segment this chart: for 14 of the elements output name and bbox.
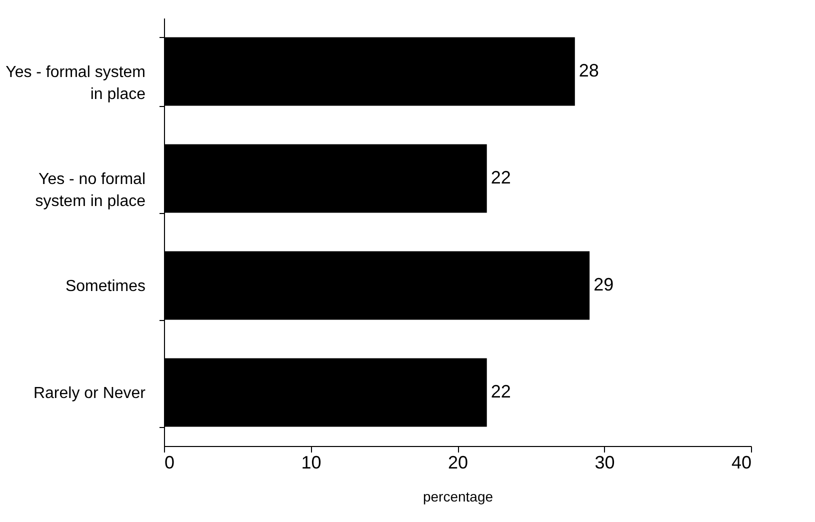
data-label: 28 xyxy=(578,60,599,80)
x-tick-label: 20 xyxy=(448,452,468,472)
y-tick-label: Sometimes xyxy=(65,278,146,295)
x-tick-label: 10 xyxy=(301,452,322,472)
x-axis-title: percentage xyxy=(422,488,494,504)
data-label: 22 xyxy=(490,168,511,188)
x-tick-label: 30 xyxy=(594,452,615,472)
y-tick-label: Rarely or Never xyxy=(33,385,146,402)
y-tick-label: Yes - formal system in place xyxy=(6,64,146,103)
data-label: 29 xyxy=(594,274,614,294)
data-label: 22 xyxy=(490,382,511,402)
x-tick-label: 0 xyxy=(164,452,175,472)
y-tick-label: Yes - no formal system in place xyxy=(35,171,146,210)
x-tick-label: 40 xyxy=(731,452,752,472)
